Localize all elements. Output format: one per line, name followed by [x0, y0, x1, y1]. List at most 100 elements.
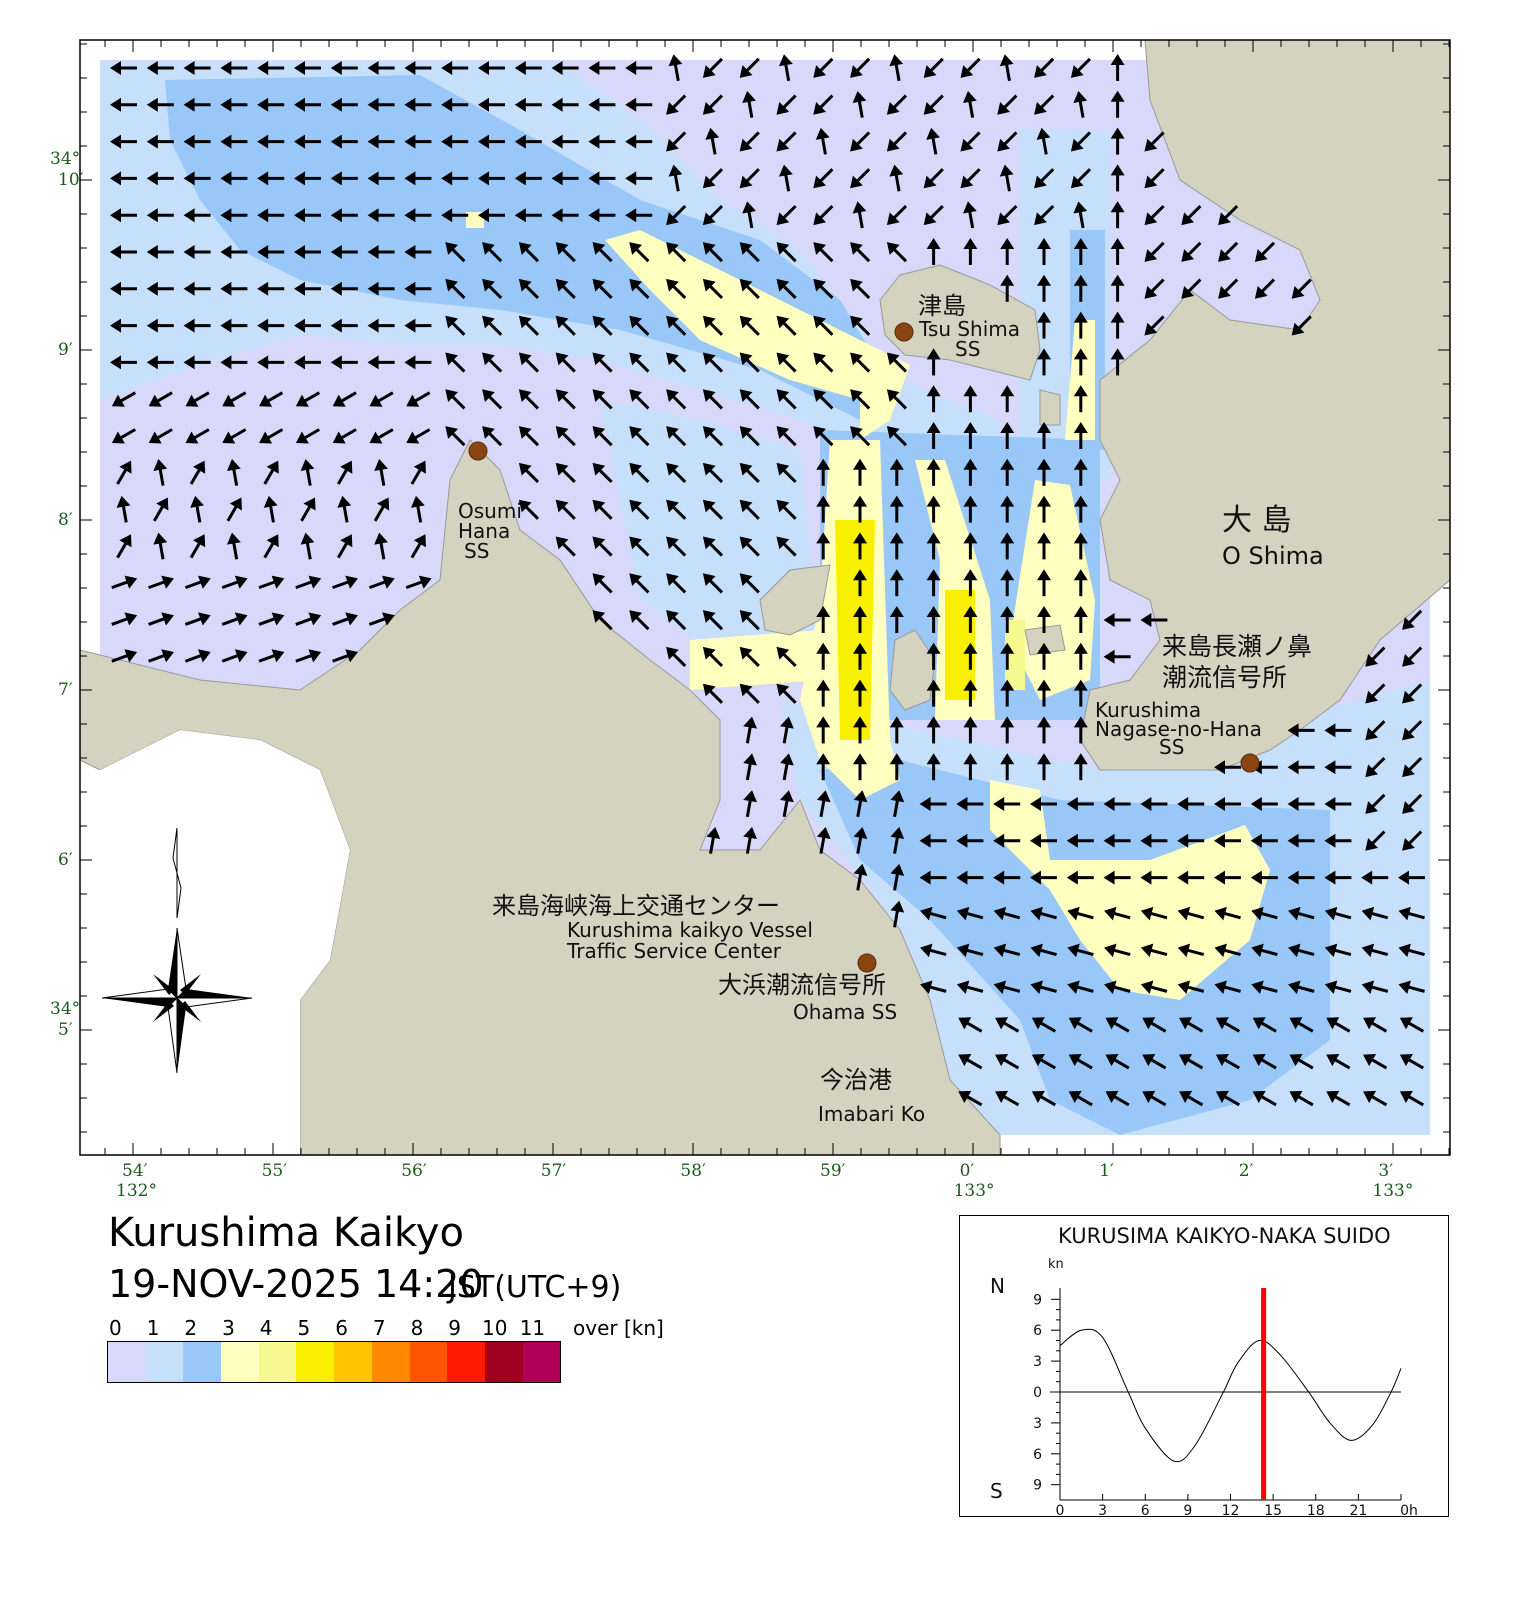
current-arrow-icon [592, 389, 613, 410]
tide-y-tick-label: 9 [1033, 1478, 1042, 1494]
current-arrow-icon [1218, 241, 1239, 262]
current-arrow-icon [1252, 1054, 1277, 1070]
current-arrow-icon [923, 57, 944, 78]
land-area [1024, 624, 1066, 656]
current-arrow-icon [257, 61, 285, 75]
map-title: Kurushima Kaikyo [108, 1210, 464, 1256]
current-arrow-icon [404, 355, 432, 370]
current-arrow-icon [592, 462, 613, 484]
current-arrow-icon [1034, 204, 1055, 226]
current-arrow-icon [300, 497, 316, 522]
current-arrow-icon [1030, 906, 1057, 921]
current-arrow-icon [956, 980, 984, 994]
current-arrow-icon [478, 134, 505, 149]
current-arrow-icon [111, 612, 138, 626]
current-arrow-icon [183, 245, 211, 259]
current-arrow-icon [1073, 606, 1088, 633]
current-arrow-icon [742, 201, 756, 229]
current-arrow-icon [739, 536, 760, 557]
current-arrow-icon [1251, 980, 1278, 994]
current-arrow-icon [404, 245, 432, 259]
current-arrow-icon [404, 208, 432, 223]
current-arrow-icon [776, 646, 797, 668]
current-arrow-icon [1361, 906, 1389, 921]
tide-y-tick-label: 6 [1033, 1447, 1042, 1463]
current-arrow-icon [258, 575, 285, 590]
current-arrow-icon [1037, 458, 1051, 486]
ohama-ja: 大浜潮流信号所 [718, 971, 886, 999]
current-arrow-icon [926, 238, 941, 265]
current-arrow-icon [555, 352, 576, 373]
current-arrow-icon [1288, 980, 1315, 994]
lat-deg-label: 34° [50, 149, 80, 169]
current-arrow-icon [1363, 1017, 1388, 1033]
legend-swatch [522, 1342, 561, 1382]
current-arrow-icon [780, 753, 794, 781]
current-arrow-icon [853, 753, 867, 781]
current-arrow-icon [1068, 1017, 1093, 1033]
current-arrow-icon [815, 127, 830, 155]
current-arrow-icon [997, 204, 1018, 226]
current-arrow-icon [963, 753, 978, 781]
current-arrow-icon [1252, 1090, 1277, 1107]
current-arrow-icon [185, 391, 210, 407]
current-arrow-icon [739, 646, 760, 668]
current-arrow-icon [1140, 943, 1168, 958]
current-arrow-icon [1177, 980, 1205, 994]
current-arrow-icon [778, 54, 793, 82]
current-arrow-icon [1365, 756, 1386, 778]
current-arrow-icon [257, 208, 285, 223]
current-arrow-icon [1105, 1017, 1130, 1033]
current-arrow-icon [702, 646, 724, 668]
current-arrow-icon [739, 315, 760, 336]
current-arrow-icon [518, 278, 540, 300]
current-arrow-icon [629, 278, 650, 300]
current-arrow-icon [1251, 906, 1278, 921]
current-arrow-icon [555, 315, 576, 336]
current-arrow-icon [1324, 980, 1352, 994]
current-arrow-icon [739, 389, 760, 410]
current-arrow-icon [890, 827, 905, 854]
lon-min-label: 57′ [541, 1161, 567, 1181]
land-area [1079, 39, 1451, 771]
current-arrow-icon [332, 575, 358, 590]
current-arrow-icon [813, 168, 834, 189]
land-area [759, 564, 831, 636]
current-arrow-icon [441, 171, 469, 186]
current-arrow-icon [889, 54, 904, 82]
current-arrow-icon [926, 385, 941, 413]
current-arrow-icon [1179, 1090, 1204, 1107]
current-arrow-icon [367, 355, 395, 370]
current-arrow-icon [1110, 127, 1125, 155]
current-arrow-icon [1104, 980, 1131, 994]
current-arrow-icon [1142, 1054, 1167, 1070]
current-arrow-icon [666, 352, 687, 373]
current-arrow-icon [666, 646, 687, 668]
current-arrow-icon [441, 97, 469, 112]
current-arrow-icon [1110, 348, 1125, 376]
current-arrow-icon [993, 870, 1021, 885]
current-arrow-icon [153, 497, 169, 522]
current-arrow-icon [1000, 569, 1015, 597]
current-arrow-icon [962, 201, 977, 229]
tide-y-tick-label: 3 [1033, 1416, 1042, 1432]
current-arrow-icon [1177, 906, 1205, 921]
current-arrow-icon [739, 462, 760, 484]
current-arrow-icon [993, 980, 1021, 994]
current-arrow-icon [666, 204, 687, 226]
current-arrow-icon [850, 426, 871, 447]
legend-label: 4 [259, 1316, 273, 1340]
current-arrow-icon [963, 422, 978, 449]
current-arrow-icon [294, 245, 321, 259]
station-tsushima [894, 322, 914, 342]
current-arrow-icon [706, 827, 721, 854]
current-arrow-icon [330, 245, 358, 259]
current-arrow-icon [404, 134, 432, 149]
current-arrow-icon [776, 278, 797, 300]
current-arrow-icon [776, 426, 797, 447]
lat-min-label: 7′ [58, 680, 73, 700]
current-arrow-icon [1214, 906, 1241, 921]
tide-chart: KURUSIMA KAIKYO-NAKA SUIDO kn N S 9 6 3 0 3 6 9 0 3… [959, 1215, 1449, 1517]
current-arrow-icon [816, 679, 831, 707]
current-arrow-icon [1073, 753, 1088, 781]
